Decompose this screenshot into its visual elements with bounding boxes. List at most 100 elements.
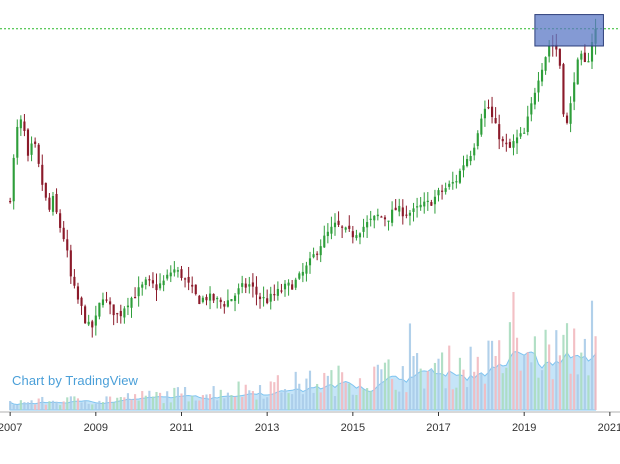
candle-body bbox=[519, 133, 522, 137]
candle-body bbox=[469, 155, 472, 162]
volume-bar bbox=[187, 401, 190, 410]
volume-bar bbox=[512, 292, 515, 410]
volume-bar bbox=[258, 385, 262, 410]
candle-body bbox=[151, 280, 155, 284]
candle-body bbox=[251, 282, 254, 287]
volume-bar bbox=[508, 322, 511, 410]
candle-body bbox=[101, 299, 105, 306]
candle-body bbox=[426, 200, 429, 202]
candle-body bbox=[423, 201, 426, 207]
candle-body bbox=[490, 106, 494, 118]
candle-body bbox=[301, 271, 304, 276]
x-tick-label: 2015 bbox=[341, 422, 365, 434]
candle-body bbox=[87, 321, 90, 325]
candle-body bbox=[337, 220, 340, 225]
volume-bar bbox=[94, 403, 97, 410]
candle-body bbox=[144, 279, 147, 285]
candle-body bbox=[569, 103, 572, 124]
volume-bar bbox=[301, 394, 304, 410]
volume-bar bbox=[280, 392, 283, 410]
candle-body bbox=[262, 297, 265, 299]
volume-bar bbox=[465, 387, 469, 410]
volume-bar bbox=[565, 323, 569, 410]
time-axis: 2007 2009 2011 2013 2015 2017 2019 2021 bbox=[0, 411, 620, 434]
volume-bar bbox=[162, 403, 165, 410]
candle-body bbox=[276, 288, 279, 296]
candle-body bbox=[412, 208, 415, 212]
volume-bar bbox=[251, 391, 254, 410]
volume-bar bbox=[212, 386, 215, 410]
volume-bar bbox=[237, 381, 240, 410]
candle-body bbox=[451, 182, 454, 184]
candle-body bbox=[548, 45, 551, 57]
volume-bar bbox=[166, 391, 169, 410]
candle-body bbox=[430, 202, 433, 206]
candle-body bbox=[109, 301, 112, 305]
candle-body bbox=[73, 276, 76, 286]
candle-body bbox=[580, 53, 583, 60]
volume-bar bbox=[91, 404, 94, 410]
x-tick-label: 2017 bbox=[426, 422, 450, 434]
volume-bar bbox=[341, 372, 344, 410]
volume-bar bbox=[358, 378, 362, 410]
candle-body bbox=[173, 269, 176, 273]
volume-bar bbox=[134, 394, 137, 410]
candle-body bbox=[266, 298, 269, 304]
candle-body bbox=[330, 226, 333, 234]
volume-bar bbox=[255, 399, 258, 410]
volume-bar bbox=[34, 404, 37, 410]
candle-body bbox=[498, 124, 501, 140]
candle-body bbox=[66, 239, 69, 251]
volume-bar bbox=[526, 352, 529, 410]
volume-bar bbox=[548, 344, 551, 410]
candle-body bbox=[148, 279, 151, 281]
volume-bar bbox=[305, 378, 308, 410]
volume-bar bbox=[98, 400, 101, 410]
volume-bar bbox=[269, 381, 272, 410]
candle-body bbox=[226, 300, 229, 307]
volume-bar bbox=[551, 379, 554, 410]
candle-body bbox=[562, 64, 565, 115]
candle-body bbox=[41, 164, 44, 185]
volume-bar bbox=[59, 405, 62, 410]
candle-body bbox=[241, 283, 244, 287]
candle-body bbox=[183, 278, 187, 280]
candle-body bbox=[480, 118, 483, 135]
volume-bar bbox=[576, 374, 579, 410]
candle-body bbox=[169, 272, 172, 277]
volume-bar bbox=[30, 400, 33, 410]
volume-bar bbox=[137, 400, 140, 410]
candle-body bbox=[312, 254, 315, 258]
volume-bar bbox=[469, 346, 472, 410]
candle-body bbox=[230, 299, 233, 302]
candle-body bbox=[280, 290, 283, 292]
volume-bar bbox=[112, 402, 115, 410]
tradingview-watermark: Chart by TradingView bbox=[12, 373, 139, 388]
candle-body bbox=[287, 282, 290, 286]
candle-body bbox=[30, 143, 33, 155]
volume-bar bbox=[219, 389, 222, 410]
volume-bar bbox=[505, 367, 508, 410]
volume-bar bbox=[69, 396, 72, 410]
candle-body bbox=[180, 269, 183, 279]
volume-bar bbox=[366, 388, 369, 410]
volume-bar bbox=[76, 398, 80, 410]
volume-bar bbox=[540, 370, 544, 410]
volume-bar bbox=[248, 390, 251, 410]
volume-bar bbox=[9, 400, 12, 410]
x-tick-label: 2021 bbox=[598, 422, 620, 434]
volume-bar bbox=[26, 402, 30, 410]
volume-bar bbox=[344, 382, 347, 410]
volume-bar bbox=[580, 352, 583, 410]
candle-body bbox=[37, 144, 40, 164]
volume-bar bbox=[523, 355, 526, 410]
highlight-zone bbox=[534, 14, 604, 47]
candle-body bbox=[273, 294, 276, 296]
volume-bar bbox=[487, 340, 490, 410]
x-tick-label: 2019 bbox=[512, 422, 536, 434]
candle-body bbox=[291, 284, 294, 290]
candle-body bbox=[59, 213, 62, 228]
volume-bar bbox=[558, 355, 561, 410]
volume-bar bbox=[51, 400, 55, 410]
volume-bar bbox=[105, 396, 108, 410]
